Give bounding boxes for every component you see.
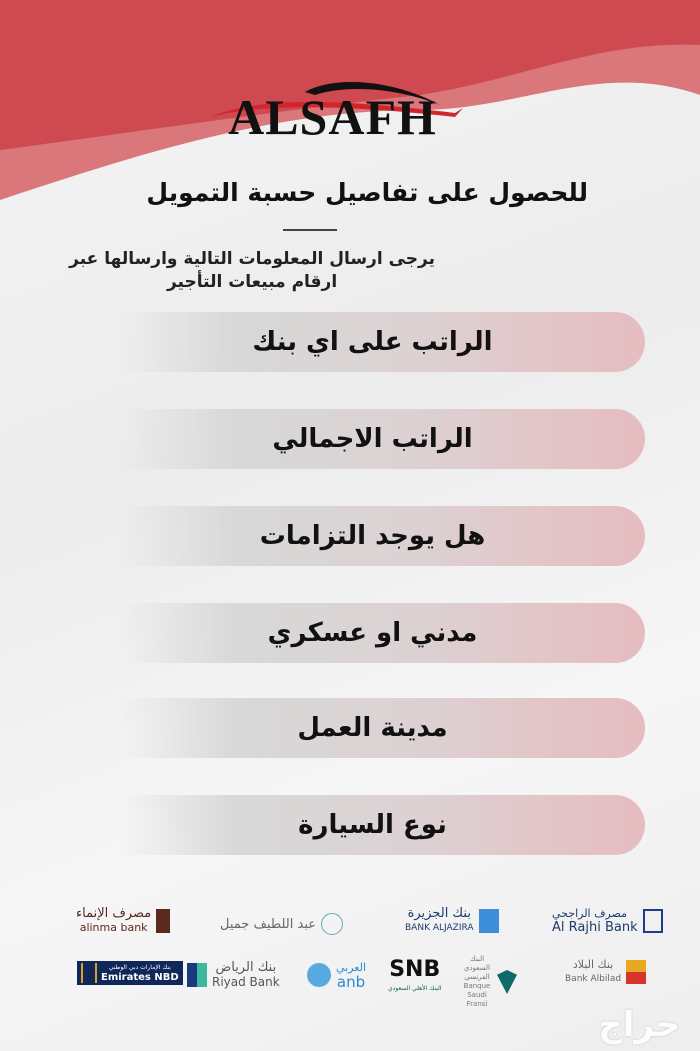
bank-name-ar: البنك الأهلي السعودي [388, 985, 442, 992]
bank-logo-snb: SNB البنك الأهلي السعودي [388, 957, 441, 995]
field-car-type: نوع السيارة [120, 795, 645, 855]
bank-name-ar: مصرف الإنماء [76, 906, 152, 921]
divider [283, 229, 337, 231]
albilad-logo-icon [626, 960, 647, 984]
field-work-city: مدينة العمل [120, 698, 645, 758]
field-label: الراتب على اي بنك [252, 327, 493, 357]
field-label: نوع السيارة [298, 810, 447, 840]
red-wave-background [0, 0, 700, 200]
bank-logo-emirates-nbd: بنك الإمارات دبي الوطني Emirates NBD [77, 961, 183, 985]
bank-name-en: SNB [389, 957, 441, 982]
ajl-logo-icon [321, 913, 344, 935]
instructions-line-2: ارقام مبيعات التأجير [166, 272, 338, 292]
field-gross-salary: الراتب الاجمالي [120, 409, 645, 469]
bank-name-ar: بنك الإمارات دبي الوطني [108, 964, 171, 971]
bank-logo-aljazira: بنك الجزيرة BANK ALJAZIRA [405, 907, 499, 935]
aljazira-logo-icon [478, 909, 499, 933]
instructions: يرجى ارسال المعلومات التالية وارسالها عب… [69, 248, 435, 294]
brand-logo-text: ALSAFH [228, 89, 437, 145]
bank-name-ar: البنك السعودي الفرنسي [464, 955, 490, 981]
page-title: للحصول على تفاصيل حسبة التمويل [146, 178, 588, 207]
bsf-logo-icon [497, 970, 517, 994]
bank-name-en: Riyad Bank [212, 975, 280, 989]
bank-name-en: anb [336, 973, 366, 991]
bank-logo-alinma: مصرف الإنماء alinma bank [76, 906, 171, 935]
bank-name-ar: بنك البلاد [572, 958, 614, 971]
bank-logo-riyad: بنك الرياض Riyad Bank [187, 961, 280, 989]
bank-name-ar: بنك الجزيرة [407, 906, 471, 921]
bank-name-ar: بنك الرياض [215, 960, 277, 975]
field-obligations: هل يوجد التزامات [120, 506, 645, 566]
bank-name-en: BANK ALJAZIRA [405, 923, 474, 933]
car-swoosh-logo-icon [210, 82, 463, 117]
field-salary-bank: الراتب على اي بنك [120, 312, 645, 372]
bank-logo-abdullatif-jameel: عبد اللطيف جميل [220, 913, 344, 935]
haraj-watermark: حراج [598, 1005, 680, 1045]
field-label: مدني او عسكري [267, 618, 478, 648]
bank-logo-alrajhi: مصرف الراجحي Al Rajhi Bank [552, 907, 663, 935]
instructions-line-1: يرجى ارسال المعلومات التالية وارسالها عب… [69, 249, 435, 269]
bank-logo-albilad: بنك البلاد Bank Albilad [565, 958, 647, 986]
field-label: الراتب الاجمالي [272, 424, 473, 454]
field-label: مدينة العمل [297, 713, 448, 743]
bank-name-en: alinma bank [79, 921, 148, 934]
bank-name-ar: عبد اللطيف جميل [220, 916, 317, 932]
bank-name-ar: العربي [336, 961, 367, 974]
field-label: هل يوجد التزامات [259, 521, 486, 551]
riyad-logo-icon [187, 963, 207, 987]
bank-name-ar: مصرف الراجحي [552, 907, 628, 920]
bank-name-en: Banque Saudi Fransi [463, 982, 491, 1008]
anb-logo-icon [307, 963, 331, 987]
bank-name-en: Emirates NBD [101, 972, 179, 983]
alrajhi-logo-icon [642, 909, 663, 933]
enbd-logo-icon [81, 963, 97, 983]
field-civil-military: مدني او عسكري [120, 603, 645, 663]
bank-logo-saudi-fransi: البنك السعودي الفرنسي Banque Saudi Fransi [462, 955, 517, 1009]
bank-name-en: Bank Albilad [565, 974, 622, 984]
bank-logo-anb: العربي anb [307, 961, 367, 991]
alinma-logo-icon [156, 909, 171, 933]
bank-name-en: Al Rajhi Bank [552, 920, 638, 935]
